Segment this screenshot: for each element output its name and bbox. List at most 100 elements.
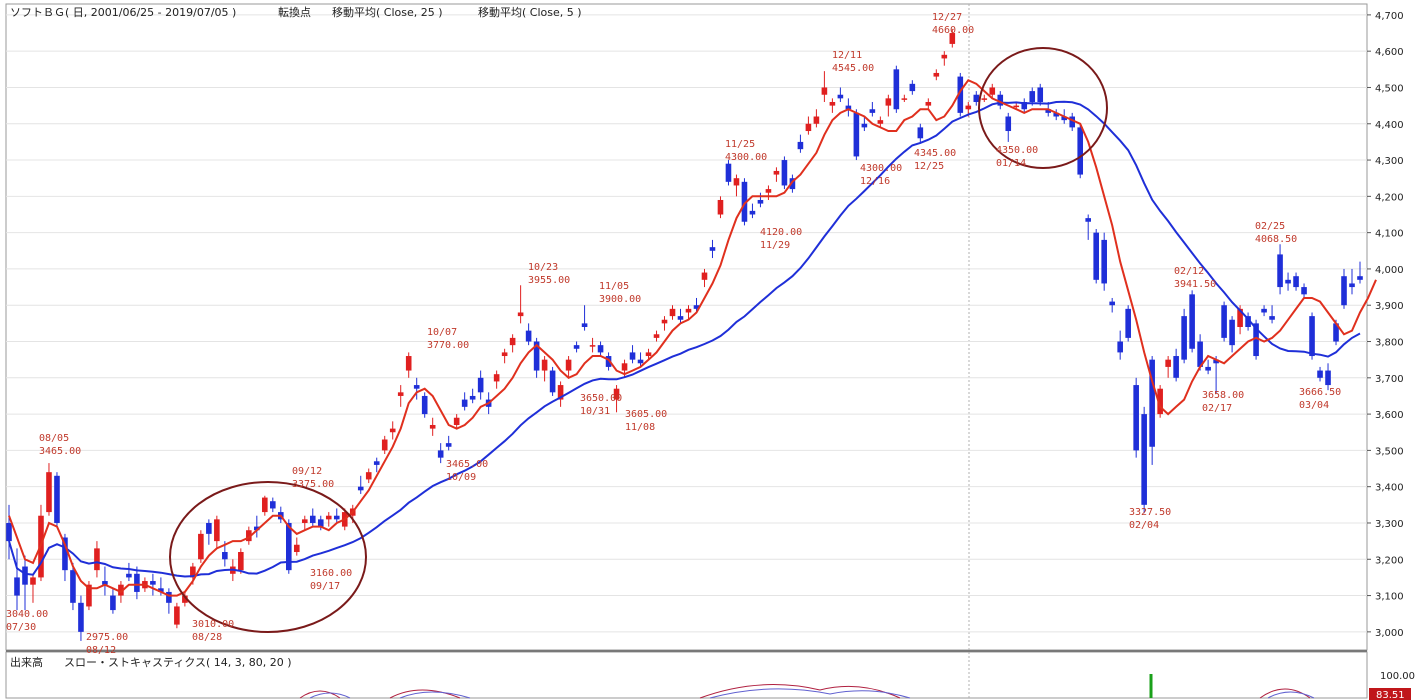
candle-down (461, 399, 468, 407)
candle-up (925, 101, 932, 106)
candle-down (1205, 366, 1211, 371)
candle-down (1117, 341, 1123, 353)
candle-down (957, 76, 964, 113)
candle-up (501, 352, 508, 357)
candle-down (1309, 316, 1315, 357)
stochastic-label: スロー・ストキャスティクス( 14, 3, 80, 20 ) (64, 656, 292, 669)
turning-point-label: 転換点 (278, 6, 311, 19)
candle-up (1237, 308, 1243, 327)
candle-up (262, 497, 268, 513)
annotation-1225-price: 4345.00 (914, 148, 956, 159)
annotation-1023-date: 10/23 (528, 262, 558, 273)
candle-up (198, 533, 204, 560)
candle-down (150, 581, 156, 585)
stochastic-signal (309, 688, 1315, 699)
candle-up (517, 312, 524, 317)
candle-down (869, 109, 876, 113)
candle-up (941, 54, 948, 59)
candle-down (1245, 316, 1251, 327)
candle-down (1085, 218, 1091, 222)
candle-up (965, 105, 972, 110)
candle-down (1141, 414, 1147, 505)
candle-down (6, 522, 12, 542)
candle-down (1021, 101, 1028, 110)
candle-up (214, 519, 220, 542)
candle-up (989, 87, 996, 95)
annotation-1023-price: 3955.00 (528, 275, 570, 286)
highlight-circle-right (978, 47, 1108, 169)
candle-up (701, 272, 708, 280)
annotation-1108-date: 11/08 (625, 422, 655, 433)
candle-up (933, 72, 940, 77)
candlestick-series (6, 29, 1363, 641)
candle-up (829, 101, 836, 106)
candle-down (1261, 308, 1267, 313)
candle-up (589, 345, 596, 347)
candle-down (549, 370, 556, 393)
candle-up (301, 519, 308, 523)
ma-25-line (8, 100, 1361, 578)
candle-up (493, 374, 500, 382)
candle-down (1005, 116, 1012, 132)
annotation-1129-date: 11/29 (760, 240, 790, 251)
candle-up (246, 530, 252, 542)
candle-down (158, 588, 164, 592)
price-panel-frame (5, 3, 1368, 651)
candle-down (1077, 127, 1084, 175)
candle-up (901, 98, 908, 100)
indicator-panel-frame (5, 651, 1368, 699)
candle-down (1325, 370, 1331, 386)
candle-down (421, 395, 428, 415)
candle-up (885, 98, 892, 106)
y-tick-label: 4,600 (1375, 47, 1404, 58)
candle-up (238, 552, 244, 571)
candle-down (709, 247, 716, 251)
candle-down (909, 83, 916, 92)
candle-up (661, 319, 668, 324)
candle-down (1357, 276, 1363, 280)
annotation-0912-price: 3375.00 (292, 479, 334, 490)
annotation-0217-date: 02/17 (1202, 403, 1232, 414)
annotation-1125-date: 11/25 (725, 139, 755, 150)
candle-down (54, 475, 60, 523)
candle-up (773, 170, 780, 175)
annotation-1009-price: 3465.00 (446, 459, 488, 470)
annotation-0912-date: 09/12 (292, 466, 322, 477)
candle-down (222, 552, 228, 560)
candle-down (861, 123, 868, 128)
candle-down (1197, 341, 1203, 367)
candle-down (62, 537, 68, 571)
candle-down (1293, 276, 1299, 288)
candle-down (605, 356, 612, 367)
candle-down (1125, 308, 1131, 338)
candle-down (1053, 112, 1060, 117)
annotation-0805-price: 3465.00 (39, 446, 81, 457)
current-value: 83.51 (1376, 690, 1405, 700)
candle-up (557, 385, 564, 400)
y-tick-label: 3,000 (1375, 628, 1404, 639)
candle-down (1109, 301, 1115, 306)
candle-down (781, 160, 788, 186)
y-tick-label: 3,500 (1375, 446, 1404, 457)
candle-up (645, 352, 652, 357)
volume-label: 出来高 (10, 655, 43, 669)
annotation-0812-price: 2975.00 (86, 632, 128, 643)
annotation-1105-price: 3900.00 (599, 294, 641, 305)
candle-down (1213, 359, 1219, 364)
y-tick-label: 3,400 (1375, 483, 1404, 494)
candle-down (285, 522, 292, 571)
candle-down (1181, 316, 1187, 360)
candle-down (1069, 116, 1076, 128)
candle-down (1277, 254, 1283, 288)
candle-down (1269, 316, 1275, 320)
candle-up (1013, 105, 1020, 108)
candle-down (797, 141, 804, 150)
annotation-0114-price: 4350.00 (996, 145, 1038, 156)
y-tick-label: 4,000 (1375, 265, 1404, 276)
candle-up (877, 120, 884, 124)
candle-up (717, 199, 724, 215)
candle-down (629, 352, 636, 360)
annotation-1227-price: 4660.00 (932, 25, 974, 36)
annotation-1007-price: 3770.00 (427, 340, 469, 351)
candle-down (1149, 359, 1155, 447)
